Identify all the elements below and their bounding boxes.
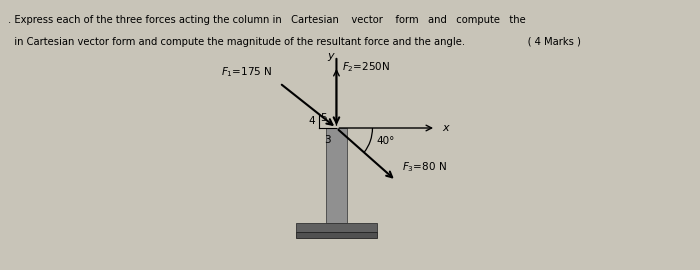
Text: $F_3$=80 N: $F_3$=80 N <box>402 160 447 174</box>
Text: $F_1$=175 N: $F_1$=175 N <box>220 65 272 79</box>
Bar <box>296 232 377 238</box>
Text: 4: 4 <box>308 116 315 126</box>
Text: 3: 3 <box>325 135 331 145</box>
Bar <box>326 128 347 223</box>
Text: x: x <box>442 123 449 133</box>
Text: 40°: 40° <box>377 136 395 146</box>
Text: in Cartesian vector form and compute the magnitude of the resultant force and th: in Cartesian vector form and compute the… <box>8 37 580 47</box>
Bar <box>296 223 377 232</box>
Text: . Express each of the three forces acting the column in   Cartesian    vector   : . Express each of the three forces actin… <box>8 15 525 25</box>
Text: y: y <box>328 51 334 61</box>
Text: 5: 5 <box>321 113 327 123</box>
Text: $F_2$=250N: $F_2$=250N <box>342 60 391 74</box>
